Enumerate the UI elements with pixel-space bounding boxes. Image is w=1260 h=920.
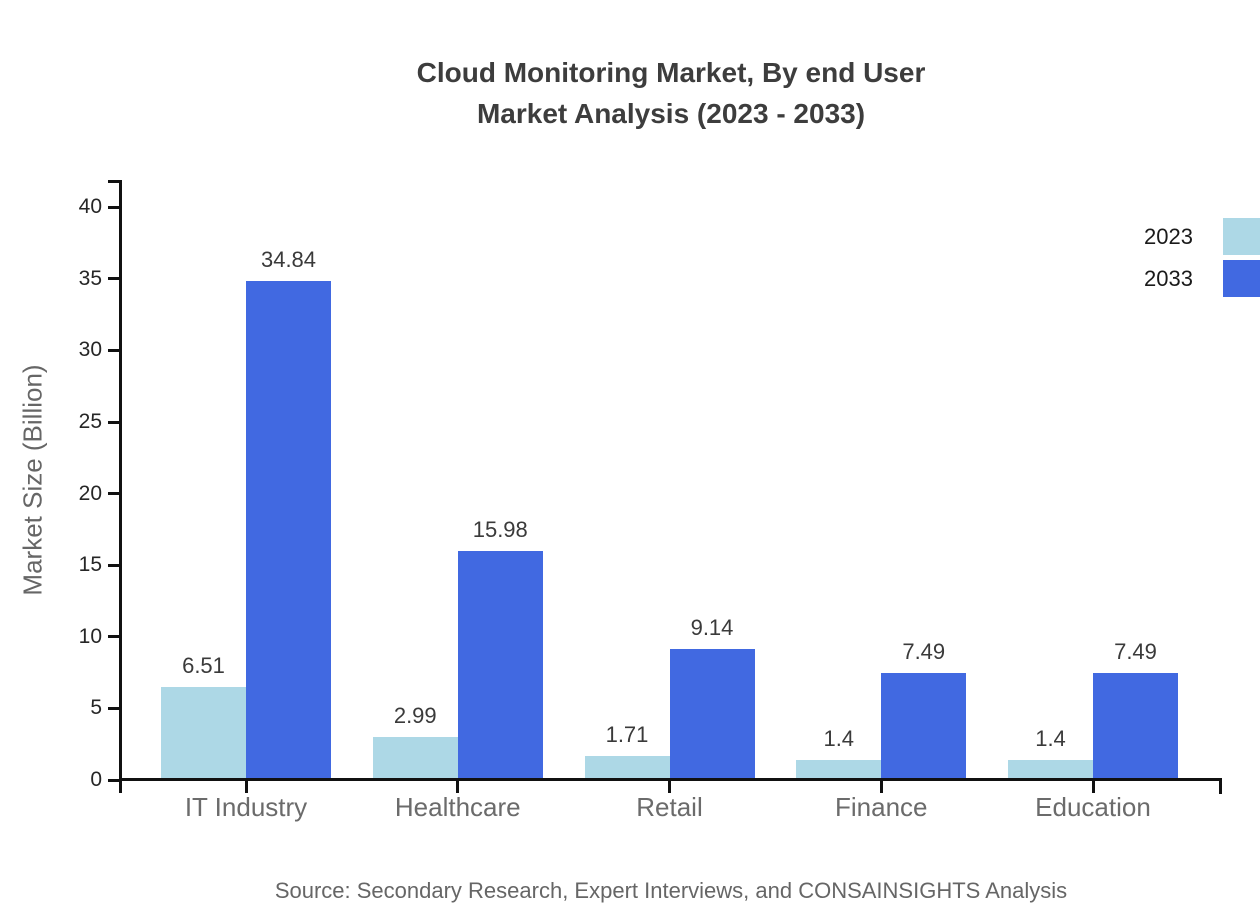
legend: 2023 2033 xyxy=(1144,218,1260,302)
y-tick-mark xyxy=(108,563,121,567)
bar-value-label: 9.14 xyxy=(690,615,734,641)
y-axis-spine xyxy=(119,180,122,793)
y-axis-top-cap xyxy=(108,180,121,183)
y-tick-label: 0 xyxy=(90,768,102,791)
bar-2023-retail xyxy=(584,755,670,780)
legend-swatch-2033 xyxy=(1223,260,1260,297)
y-tick-label: 25 xyxy=(78,410,102,433)
bar-2033-retail xyxy=(669,649,755,780)
legend-label-2033: 2033 xyxy=(1144,265,1193,291)
x-category-label-education: Education xyxy=(1035,792,1151,822)
y-tick-label: 10 xyxy=(78,624,102,648)
bar-2033-education xyxy=(1093,672,1178,780)
y-tick-mark xyxy=(108,635,121,639)
y-tick-label: 5 xyxy=(90,696,102,720)
bar-value-label: 2.99 xyxy=(393,703,437,729)
y-tick-mark xyxy=(108,706,121,710)
x-tick-mark xyxy=(244,780,248,793)
y-tick-mark xyxy=(108,205,121,209)
chart-title: Cloud Monitoring Market, By end User Mar… xyxy=(121,52,1221,134)
bar-value-label: 34.84 xyxy=(260,247,317,273)
bar-value-label: 15.98 xyxy=(472,517,528,543)
y-tick-mark xyxy=(108,492,121,496)
bar-value-label: 1.4 xyxy=(1035,725,1066,751)
legend-row-2023: 2023 xyxy=(1144,218,1260,255)
y-tick-label: 35 xyxy=(78,266,102,290)
bar-2033-it-industry xyxy=(246,281,331,780)
x-tick-mark xyxy=(1091,780,1095,793)
x-category-label-retail: Retail xyxy=(636,792,703,822)
chart-title-line1: Cloud Monitoring Market, By end User xyxy=(416,57,926,88)
y-tick-mark xyxy=(108,778,121,782)
y-tick-mark xyxy=(108,348,121,352)
y-tick-label: 40 xyxy=(78,195,102,219)
x-category-label-healthcare: Healthcare xyxy=(394,792,521,822)
legend-swatch-2023 xyxy=(1223,218,1260,255)
source-note: Source: Secondary Research, Expert Inter… xyxy=(274,878,1068,903)
legend-row-2033: 2033 xyxy=(1144,260,1260,297)
y-tick-label: 20 xyxy=(78,481,102,505)
x-category-label-finance: Finance xyxy=(835,792,928,822)
bar-value-label: 6.51 xyxy=(182,652,225,678)
bar-2033-healthcare xyxy=(457,551,543,780)
bar-value-label: 7.49 xyxy=(1114,638,1157,664)
bar-2033-finance xyxy=(881,672,967,780)
y-tick-mark xyxy=(108,277,121,281)
x-tick-mark xyxy=(879,780,883,793)
x-tick-mark xyxy=(668,780,671,793)
bar-2023-education xyxy=(1008,759,1093,780)
chart-title-line2: Market Analysis (2023 - 2033) xyxy=(476,98,866,129)
bar-value-label: 1.4 xyxy=(823,725,855,751)
y-tick-label: 15 xyxy=(78,553,102,577)
x-axis-spine xyxy=(119,778,1222,781)
y-tick-mark xyxy=(108,420,121,424)
x-tick-mark xyxy=(456,780,460,793)
bar-2023-it-industry xyxy=(161,686,246,780)
bar-2023-healthcare xyxy=(372,737,458,780)
x-axis-right-cap xyxy=(1219,778,1222,794)
y-tick-label: 30 xyxy=(78,338,102,362)
bar-2023-finance xyxy=(796,759,882,780)
bar-value-label: 1.71 xyxy=(605,721,649,747)
x-category-label-it-industry: IT Industry xyxy=(184,792,308,822)
legend-label-2023: 2023 xyxy=(1144,223,1193,249)
bar-value-label: 7.49 xyxy=(902,638,946,664)
